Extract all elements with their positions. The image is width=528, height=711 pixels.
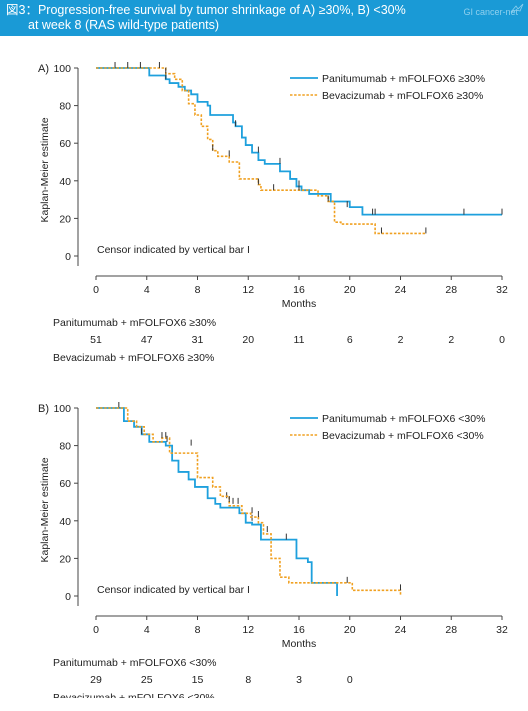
x-tick-label: 12 <box>242 284 254 296</box>
series-1 <box>96 407 402 596</box>
legend-label: Panitumumab + mFOLFOX6 ≥30% <box>322 73 485 85</box>
y-tick-label: 60 <box>59 138 71 150</box>
y-tick-label: 0 <box>65 251 71 263</box>
x-tick-label: 20 <box>344 624 356 636</box>
x-tick-label: 8 <box>195 624 201 636</box>
y-tick-label: 20 <box>59 213 71 225</box>
x-tick-label: 0 <box>93 284 99 296</box>
header-banner: 図3：Progression-free survival by tumor sh… <box>0 0 528 36</box>
x-tick-label: 28 <box>445 284 457 296</box>
legend-label: Panitumumab + mFOLFOX6 <30% <box>322 413 485 425</box>
figure-title: 図3：Progression-free survival by tumor sh… <box>6 3 406 33</box>
x-tick-label: 12 <box>242 624 254 636</box>
x-tick-label: 8 <box>195 284 201 296</box>
x-axis-title: Months <box>282 638 316 650</box>
figure-title-line-2: at week 8 (RAS wild-type patients) <box>28 18 220 32</box>
at-risk-count: 2 <box>398 334 404 346</box>
x-tick-label: 24 <box>395 624 407 636</box>
at-risk-label: Panitumumab + mFOLFOX6 ≥30% <box>53 317 216 329</box>
brand-logo-text: GI cancer-net <box>463 7 518 17</box>
at-risk-count: 25 <box>141 674 153 686</box>
panitumumab-survival-curve <box>96 407 338 596</box>
y-tick-label: 40 <box>59 516 71 528</box>
x-tick-label: 32 <box>496 624 508 636</box>
paper-crane-icon <box>510 3 524 13</box>
censor-note: Censor indicated by vertical bar I <box>97 244 250 256</box>
y-tick-label: 0 <box>65 591 71 603</box>
y-tick-label: 80 <box>59 101 71 113</box>
at-risk-count: 20 <box>242 334 254 346</box>
x-tick-label: 32 <box>496 284 508 296</box>
x-tick-label: 28 <box>445 624 457 636</box>
at-risk-count: 47 <box>141 334 153 346</box>
series-1 <box>96 62 427 235</box>
at-risk-count: 29 <box>90 674 102 686</box>
at-risk-count: 6 <box>347 334 353 346</box>
at-risk-count: 0 <box>499 334 505 346</box>
y-tick-label: 40 <box>59 176 71 188</box>
x-axis-title: Months <box>282 298 316 310</box>
y-axis-title: Kaplan-Meier estimate <box>39 457 51 562</box>
y-tick-label: 100 <box>53 403 71 415</box>
at-risk-label: Bevacizumab + mFOLFOX6 <30% <box>53 692 215 698</box>
panitumumab-survival-curve <box>96 67 502 216</box>
y-tick-label: 20 <box>59 553 71 565</box>
at-risk-count: 2 <box>448 334 454 346</box>
at-risk-count: 8 <box>245 674 251 686</box>
at-risk-count: 0 <box>347 674 353 686</box>
figure-title-line-1: 図3：Progression-free survival by tumor sh… <box>6 3 406 17</box>
panel-label: B) <box>38 403 49 415</box>
at-risk-count: 31 <box>192 334 204 346</box>
bevacizumab-survival-curve <box>96 407 402 596</box>
series-0 <box>96 402 338 596</box>
y-tick-label: 60 <box>59 478 71 490</box>
x-tick-label: 4 <box>144 624 150 636</box>
x-tick-label: 4 <box>144 284 150 296</box>
at-risk-label: Bevacizumab + mFOLFOX6 ≥30% <box>53 352 214 364</box>
legend-label: Bevacizumab + mFOLFOX6 ≥30% <box>322 90 483 102</box>
series-0 <box>96 62 503 216</box>
at-risk-label: Panitumumab + mFOLFOX6 <30% <box>53 657 216 669</box>
y-axis-title: Kaplan-Meier estimate <box>39 117 51 222</box>
censor-note: Censor indicated by vertical bar I <box>97 584 250 596</box>
at-risk-count: 3 <box>296 674 302 686</box>
at-risk-count: 11 <box>294 334 305 346</box>
at-risk-count: 15 <box>192 674 204 686</box>
x-tick-label: 20 <box>344 284 356 296</box>
at-risk-count: 51 <box>90 334 102 346</box>
panel-label: A) <box>38 63 49 75</box>
y-tick-label: 80 <box>59 441 71 453</box>
y-tick-label: 100 <box>53 63 71 75</box>
x-tick-label: 24 <box>395 284 407 296</box>
x-tick-label: 16 <box>293 284 305 296</box>
x-tick-label: 16 <box>293 624 305 636</box>
x-tick-label: 0 <box>93 624 99 636</box>
bevacizumab-survival-curve <box>96 67 426 235</box>
legend-label: Bevacizumab + mFOLFOX6 <30% <box>322 430 484 442</box>
